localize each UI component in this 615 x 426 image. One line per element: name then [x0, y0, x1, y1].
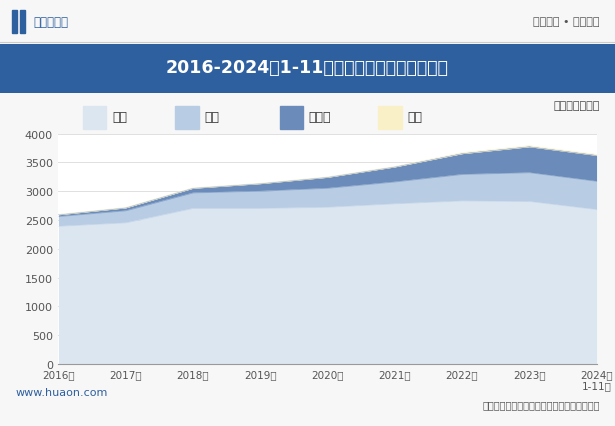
Bar [280, 107, 303, 130]
Bar [20, 11, 25, 34]
Text: 华经情报网: 华经情报网 [34, 16, 69, 29]
Text: 数据来源：国家统计局，华经产业研究所整理: 数据来源：国家统计局，华经产业研究所整理 [482, 400, 600, 409]
Text: 风力: 风力 [204, 111, 219, 124]
Text: 单位：亿千瓦时: 单位：亿千瓦时 [554, 101, 600, 111]
Bar [175, 107, 199, 130]
Text: www.huaon.com: www.huaon.com [15, 387, 108, 397]
Text: 专业严谨 • 客观科学: 专业严谨 • 客观科学 [533, 17, 600, 27]
Bar [83, 107, 106, 130]
Text: 太阳能: 太阳能 [309, 111, 331, 124]
Bar [12, 11, 17, 34]
Text: 火力: 火力 [112, 111, 127, 124]
Bar [378, 107, 402, 130]
Text: 水力: 水力 [407, 111, 422, 124]
Text: 2016-2024年1-11月河北省各发电类型发电量: 2016-2024年1-11月河北省各发电类型发电量 [166, 59, 449, 77]
